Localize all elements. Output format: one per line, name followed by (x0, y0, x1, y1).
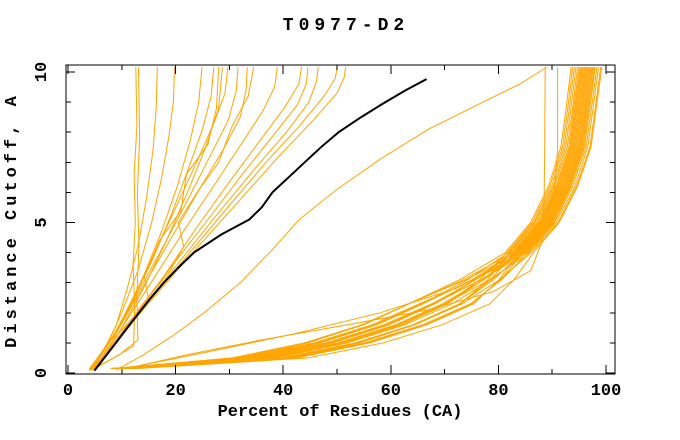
y-tick-label: 10 (33, 62, 52, 82)
model-curve (92, 67, 175, 368)
model-curve (124, 67, 593, 369)
ticks-layer (66, 65, 615, 374)
model-curve (129, 67, 599, 369)
model-curve (113, 67, 587, 369)
model-curve (110, 67, 592, 369)
x-tick-label: 60 (381, 382, 401, 401)
chart-title: T0977-D2 (283, 16, 409, 36)
model-curve (115, 67, 594, 369)
model-curve (113, 67, 596, 369)
model-curve (132, 67, 595, 369)
model-curve (95, 67, 309, 368)
model-curve (115, 67, 584, 369)
x-tick-label: 0 (63, 382, 73, 401)
model-curve (126, 67, 578, 369)
tick-labels-layer: 0 20 40 60 80 100 0 5 10 (33, 62, 621, 401)
y-tick-label: 0 (33, 368, 52, 378)
model-curve (90, 67, 220, 371)
model-curve (96, 67, 347, 368)
y-axis-label: Distance Cutoff, A (3, 92, 22, 348)
plot-frame (65, 64, 616, 375)
model-curve (118, 67, 590, 369)
model-curve (115, 67, 574, 369)
x-tick-label: 100 (591, 382, 622, 401)
highlighted-model-curve (93, 78, 427, 371)
x-tick-label: 20 (165, 382, 185, 401)
model-curve (118, 67, 602, 369)
x-tick-label: 80 (488, 382, 508, 401)
model-curve (94, 67, 278, 368)
model-curve (118, 67, 580, 369)
curves-layer (89, 67, 603, 371)
model-curve (90, 67, 239, 371)
model-curve (90, 67, 158, 371)
y-tick-label: 5 (33, 217, 52, 227)
model-curve (121, 67, 598, 369)
model-curve (110, 67, 572, 369)
model-curve (126, 67, 546, 369)
model-curve (137, 67, 603, 369)
model-curve (89, 67, 203, 371)
x-axis-label: Percent of Residues (CA) (218, 403, 463, 422)
model-curve (115, 67, 547, 371)
model-curve (92, 67, 229, 368)
model-curve (93, 67, 255, 369)
x-tick-label: 40 (273, 382, 293, 401)
